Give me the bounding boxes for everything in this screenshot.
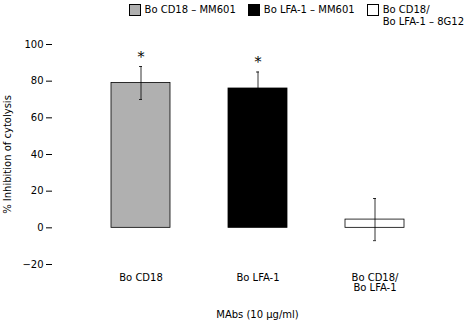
svg-text:100: 100 (24, 39, 43, 50)
svg-text:60: 60 (31, 112, 44, 123)
svg-text:Bo CD18/Bo LFA-1: Bo CD18/Bo LFA-1 (352, 272, 400, 293)
html-text:Bo CD18 – MM601: Bo CD18 – MM601 (144, 4, 236, 15)
html-text:Bo LFA-1 – MM601: Bo LFA-1 – MM601 (263, 4, 355, 15)
svg-text:80: 80 (31, 75, 44, 86)
svg-text:Bo CD18: Bo CD18 (119, 272, 163, 283)
svg-text:20: 20 (31, 185, 44, 196)
svg-text:*: * (255, 54, 262, 70)
svg-text:40: 40 (31, 149, 44, 160)
svg-text:Bo LFA-1: Bo LFA-1 (236, 272, 279, 283)
svg-text:−20: −20 (22, 259, 43, 270)
svg-text:% Inhibition of cytolysis: % Inhibition of cytolysis (2, 95, 13, 214)
html-text:Bo CD18/ Bo LFA-1 – 8G12: Bo CD18/ Bo LFA-1 – 8G12 (382, 4, 464, 27)
svg-text:0: 0 (37, 222, 43, 233)
svg-text:MAbs (10 μg/ml): MAbs (10 μg/ml) (216, 309, 299, 320)
svg-text:*: * (138, 49, 145, 65)
